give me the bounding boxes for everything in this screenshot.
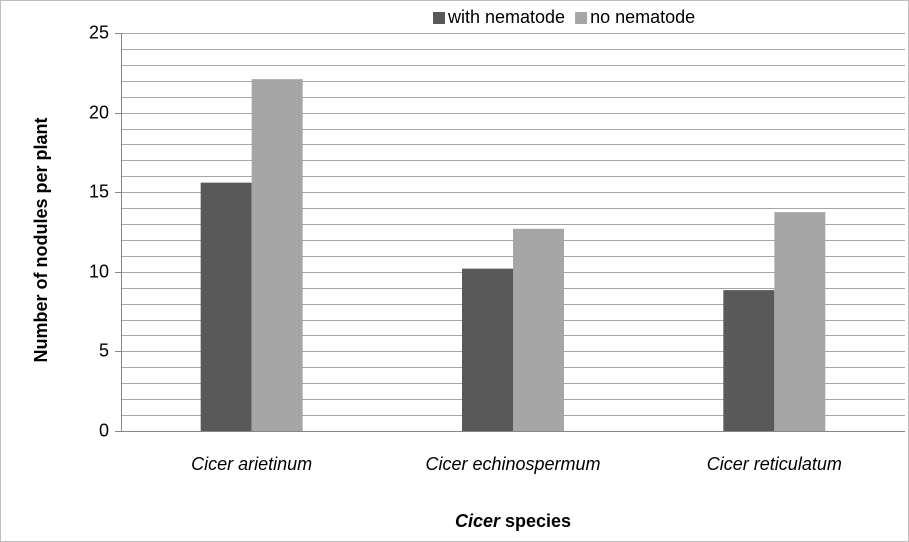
y-tick-label: 15 <box>89 181 109 201</box>
bar <box>774 212 826 431</box>
y-tick-label: 0 <box>99 420 109 440</box>
bar <box>462 268 513 431</box>
y-tick-label: 20 <box>89 102 109 122</box>
bar <box>200 182 252 431</box>
x-tick-label: Cicer reticulatum <box>707 454 842 474</box>
bar <box>723 290 775 431</box>
y-tick-label: 10 <box>89 261 109 281</box>
legend-label: no nematode <box>590 7 695 27</box>
x-axis-title-italic: Cicer <box>455 511 501 531</box>
legend-swatch <box>433 12 445 24</box>
y-tick-label: 25 <box>89 22 109 42</box>
bar <box>513 228 564 431</box>
y-tick-label: 5 <box>99 340 109 360</box>
x-axis-title: Cicer species <box>455 511 571 531</box>
bar <box>251 79 303 431</box>
x-tick-label: Cicer echinospermum <box>425 454 600 474</box>
x-axis-title-rest: species <box>505 511 571 531</box>
legend-swatch <box>575 12 588 24</box>
x-tick-label: Cicer arietinum <box>191 454 312 474</box>
y-axis-title: Number of nodules per plant <box>31 117 51 362</box>
legend-label: with nematode <box>447 7 565 27</box>
